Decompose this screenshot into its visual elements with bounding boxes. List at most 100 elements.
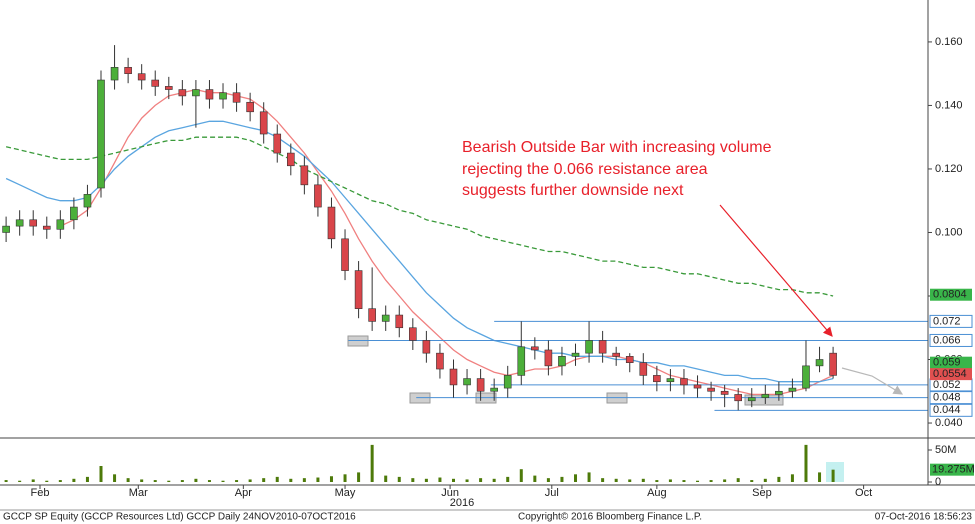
y-tick-label: 0.140 — [935, 99, 963, 111]
candle-body — [503, 375, 512, 389]
candle-body — [707, 387, 715, 392]
volume-bar — [465, 479, 469, 482]
volume-bar — [357, 472, 361, 482]
candle-body — [639, 362, 648, 376]
volume-bar — [343, 474, 347, 482]
candle-body — [137, 73, 146, 81]
candle-body — [612, 352, 620, 357]
x-tick-label: Aug — [647, 487, 667, 499]
price-label: 0.059 — [933, 357, 961, 369]
moving-average — [60, 88, 834, 396]
candle-body — [287, 152, 295, 167]
candle-body — [436, 352, 444, 370]
volume-bar — [763, 478, 767, 482]
highlight-box — [347, 335, 369, 347]
volume-bar — [370, 444, 374, 482]
volume-bar — [275, 476, 279, 482]
candle-body — [205, 89, 214, 100]
footer-left: GCCP SP Equity (GCCP Resources Ltd) GCCP… — [3, 512, 356, 523]
level-label: 0.044 — [933, 404, 961, 416]
candle-body — [761, 394, 770, 398]
candle-body — [354, 270, 363, 309]
candle-body — [422, 340, 431, 354]
volume-bar — [424, 478, 428, 482]
volume-bar — [723, 479, 727, 482]
volume-highlight — [826, 462, 844, 482]
volume-bar — [235, 480, 239, 482]
level-label: 0.048 — [933, 392, 961, 404]
volume-bar — [248, 479, 252, 482]
candle-body — [56, 219, 65, 230]
candle-body — [720, 390, 729, 395]
plot: 0.0400.0600.0800.1000.1200.1400.16050M0F… — [2, 36, 975, 499]
level-box — [929, 403, 973, 417]
moving-average — [5, 136, 834, 297]
candle-body — [192, 89, 200, 97]
volume-bar — [614, 478, 618, 482]
volume-bar — [655, 480, 659, 482]
volume-bar — [804, 444, 808, 482]
volume-bar — [546, 478, 550, 482]
volume-bar — [601, 478, 605, 482]
x-tick-label: Apr — [235, 487, 252, 499]
candle-body — [531, 346, 539, 351]
x-tick-label: Feb — [31, 487, 50, 499]
candle-body — [273, 133, 282, 154]
volume-bar — [126, 478, 130, 482]
volume-bar — [492, 478, 496, 482]
y-tick-label: 0.040 — [935, 417, 963, 429]
y2-tick-label: 50M — [935, 444, 956, 456]
x-tick-label: Jul — [545, 487, 559, 499]
volume-bar — [790, 474, 794, 482]
volume-bar — [628, 479, 632, 482]
year-label: 2016 — [450, 497, 474, 509]
candle-body — [70, 206, 78, 221]
candle-body — [558, 356, 566, 367]
price-label: 0.0804 — [933, 289, 967, 301]
volume-bar — [709, 480, 713, 482]
candle-body — [219, 92, 227, 100]
price-box — [930, 368, 972, 381]
candle-body — [449, 368, 458, 386]
candle-body — [178, 89, 187, 97]
candle-body — [693, 384, 702, 389]
x-tick-label: Sep — [752, 487, 772, 499]
candle-body — [666, 378, 675, 383]
candle-body — [327, 206, 336, 240]
volume-bar — [451, 478, 455, 482]
level-box — [929, 314, 973, 328]
candle-body — [110, 67, 119, 81]
volume-bar — [668, 479, 672, 482]
volume-bar — [397, 476, 401, 482]
volume-bar — [411, 478, 415, 482]
footer-right: 07-Oct-2016 18:56:23 — [875, 512, 973, 523]
candle-body — [164, 86, 173, 90]
volume-bar — [316, 477, 320, 482]
projection-arrow — [841, 367, 904, 395]
candle-body — [232, 92, 241, 103]
candle-body — [571, 352, 580, 357]
candle-body — [29, 219, 38, 227]
volume-bar — [289, 478, 293, 482]
volume-bar — [207, 480, 211, 482]
volume-bar — [99, 466, 103, 482]
candle-body — [409, 327, 417, 341]
price-box — [930, 288, 972, 301]
annotation: Bearish Outside Bar with increasing volu… — [462, 139, 772, 156]
volume-bar — [167, 480, 171, 482]
footer-center: Copyright© 2016 Bloomberg Finance L.P. — [518, 512, 702, 523]
volume-bar — [831, 469, 835, 482]
annotation: suggests further downside next — [462, 182, 684, 199]
price-box — [930, 356, 972, 369]
level-label: 0.072 — [933, 315, 961, 327]
candle-body — [625, 356, 634, 363]
volume-bar — [58, 480, 62, 482]
volume-bar — [180, 480, 184, 482]
volume-bar — [682, 480, 686, 482]
volume-bar — [696, 480, 700, 482]
candle-body — [246, 101, 254, 113]
volume-bar — [438, 477, 442, 482]
volume-bar — [587, 472, 591, 482]
candle-body — [775, 390, 783, 395]
